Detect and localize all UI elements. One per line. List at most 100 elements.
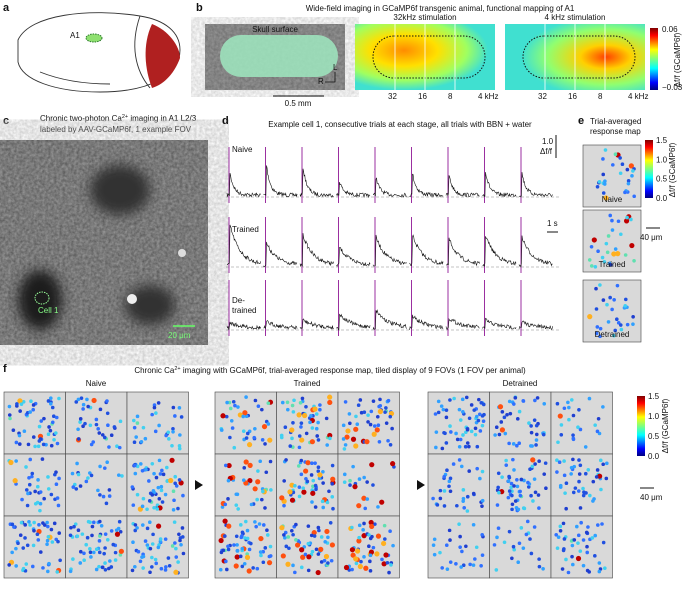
cell-dot bbox=[610, 218, 614, 223]
cell-dot bbox=[438, 488, 443, 493]
cell-dot bbox=[529, 551, 534, 556]
cell-dot bbox=[311, 478, 316, 483]
cell-dot bbox=[440, 566, 444, 570]
cell-dot bbox=[595, 468, 600, 472]
cell-dot bbox=[461, 496, 466, 501]
cell-dot bbox=[592, 497, 596, 501]
cell-dot bbox=[233, 563, 239, 569]
cell-dot bbox=[516, 507, 521, 512]
cell-dot bbox=[236, 405, 240, 409]
image-label: 4 kHz stimulation bbox=[545, 13, 606, 22]
cell-dot bbox=[537, 557, 541, 561]
map-tile bbox=[3, 391, 66, 455]
cell-dot bbox=[228, 435, 232, 440]
cell-dot bbox=[98, 519, 102, 524]
cell-dot bbox=[477, 397, 481, 402]
cell-dot bbox=[224, 414, 229, 419]
cell-dot bbox=[306, 554, 312, 560]
cell-dot bbox=[304, 476, 308, 481]
cell-dot bbox=[362, 555, 366, 559]
cell-dot bbox=[160, 468, 164, 473]
cell-dot bbox=[14, 459, 18, 463]
cell-dot bbox=[141, 554, 146, 559]
cell-dot bbox=[31, 403, 36, 407]
trace bbox=[226, 321, 261, 330]
cell-dot bbox=[76, 528, 81, 532]
cell-dot bbox=[24, 488, 29, 492]
cell-dot bbox=[10, 522, 15, 527]
cell-dot bbox=[460, 549, 464, 554]
cell-dot bbox=[435, 503, 440, 507]
cell-dot bbox=[318, 407, 322, 412]
cell-dot bbox=[135, 421, 140, 425]
cell-dot bbox=[242, 561, 247, 566]
cell-dot bbox=[226, 523, 232, 529]
cell-dot bbox=[280, 400, 285, 405]
cell-dot bbox=[308, 420, 312, 425]
cell-dot bbox=[41, 521, 45, 525]
cell-dot bbox=[83, 421, 87, 426]
cell-dot bbox=[27, 519, 31, 524]
trace bbox=[518, 235, 553, 268]
cell-dot bbox=[452, 396, 456, 401]
cell-dot bbox=[174, 546, 178, 551]
cell-dot bbox=[321, 469, 325, 474]
cell-dot bbox=[89, 555, 93, 559]
cell-dot bbox=[512, 547, 517, 552]
cell-dot bbox=[297, 485, 302, 489]
cell-dot bbox=[354, 561, 359, 566]
cell-dot bbox=[103, 561, 107, 565]
cell-dot bbox=[601, 540, 606, 545]
cell-dot bbox=[18, 533, 23, 538]
cell-dot bbox=[573, 486, 578, 490]
trace bbox=[372, 309, 407, 330]
cell-dot bbox=[105, 411, 110, 416]
cell-dot bbox=[132, 418, 136, 423]
cell-dot bbox=[350, 525, 354, 530]
cell-dot bbox=[84, 542, 89, 547]
cell-dot bbox=[497, 404, 504, 410]
cell-dot bbox=[496, 471, 501, 476]
freq-label: 16 bbox=[418, 92, 427, 101]
cell-dot bbox=[479, 401, 484, 405]
cell-dot bbox=[41, 442, 46, 447]
cell-dot bbox=[299, 472, 304, 477]
scale-label: 20 μm bbox=[168, 331, 191, 340]
cell-dot bbox=[511, 457, 515, 462]
cell-dot bbox=[468, 562, 472, 567]
cell-dot bbox=[261, 489, 265, 494]
cell-dot bbox=[391, 543, 395, 548]
cell-dot bbox=[579, 520, 583, 525]
cell-dot bbox=[499, 427, 506, 433]
cell-dot bbox=[386, 398, 391, 403]
cell-dot bbox=[445, 567, 450, 571]
cell-dot bbox=[234, 554, 240, 560]
cell-dot bbox=[322, 558, 327, 563]
cell-dot bbox=[316, 420, 320, 425]
cell-dot bbox=[507, 474, 511, 479]
cell-dot bbox=[23, 523, 28, 527]
cell-dot bbox=[558, 524, 563, 529]
cell-dot bbox=[530, 457, 536, 463]
cell-dot bbox=[342, 480, 347, 484]
cell-dot bbox=[50, 405, 55, 410]
cell-dot bbox=[510, 507, 514, 512]
panel-letter: a bbox=[3, 2, 10, 14]
cell-dot bbox=[68, 569, 73, 574]
cell-dot bbox=[366, 413, 370, 417]
cell-dot bbox=[362, 410, 367, 414]
cell-dot bbox=[431, 496, 435, 501]
cell-dot bbox=[173, 569, 179, 575]
freq-label: 4 kHz bbox=[628, 92, 648, 101]
cell-dot bbox=[231, 399, 236, 404]
cell-dot bbox=[613, 152, 618, 157]
cell-dot bbox=[465, 494, 470, 499]
cell-dot bbox=[239, 523, 243, 527]
cell-dot bbox=[222, 518, 228, 524]
cell-dot bbox=[630, 174, 634, 178]
cell-dot bbox=[253, 398, 258, 403]
cell-dot bbox=[178, 433, 182, 437]
cell-dot bbox=[465, 441, 470, 445]
cell-dot bbox=[155, 523, 162, 529]
cell-dot bbox=[432, 537, 437, 542]
